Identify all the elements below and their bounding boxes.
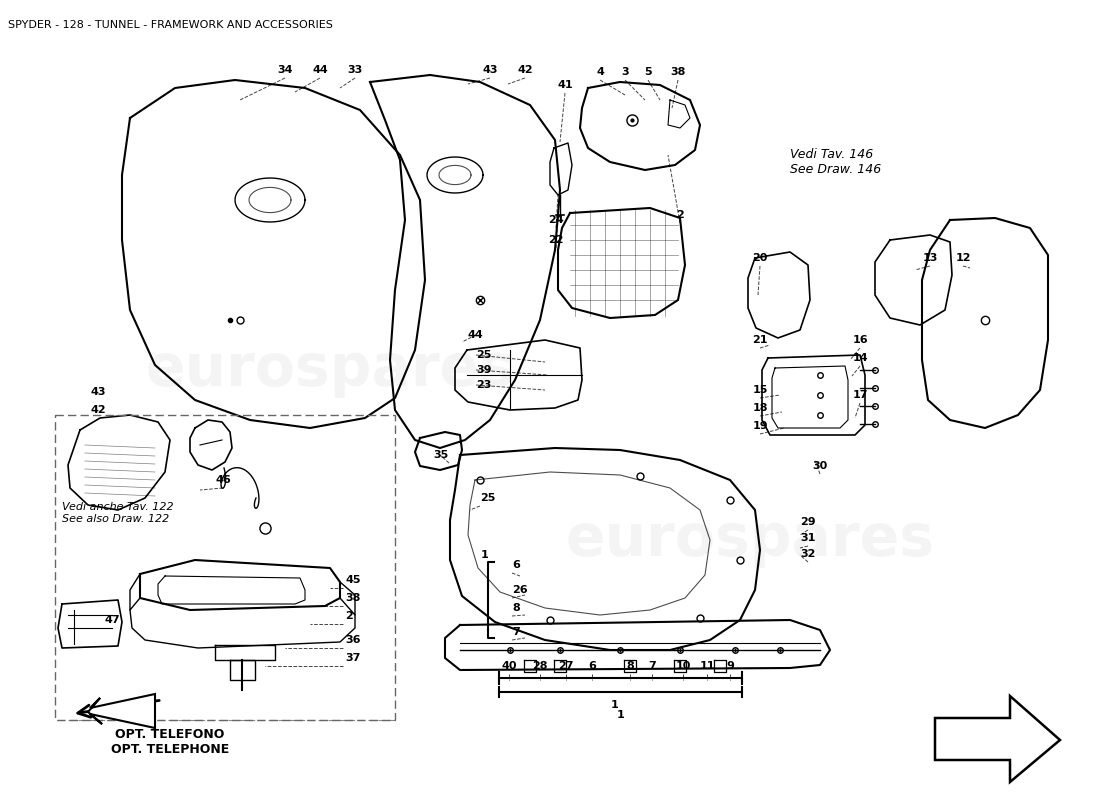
Text: 40: 40 <box>502 661 517 671</box>
Text: 32: 32 <box>801 549 816 559</box>
Text: 28: 28 <box>532 661 548 671</box>
Text: 26: 26 <box>512 585 528 595</box>
Text: 9: 9 <box>726 661 734 671</box>
Polygon shape <box>935 696 1060 782</box>
Text: eurospares: eurospares <box>565 511 935 569</box>
Text: 21: 21 <box>752 335 768 345</box>
Text: 2: 2 <box>345 611 353 621</box>
Text: 8: 8 <box>512 603 519 613</box>
Text: 8: 8 <box>626 661 634 671</box>
Text: 42: 42 <box>90 405 106 415</box>
Text: 24: 24 <box>548 215 564 225</box>
Text: 29: 29 <box>800 517 816 527</box>
Text: 34: 34 <box>277 65 293 75</box>
Text: 43: 43 <box>90 387 106 397</box>
Text: 27: 27 <box>558 661 574 671</box>
Text: 11: 11 <box>700 661 715 671</box>
Text: 5: 5 <box>645 67 652 77</box>
Text: 7: 7 <box>648 661 656 671</box>
Text: 16: 16 <box>852 335 868 345</box>
Text: 20: 20 <box>752 253 768 263</box>
Text: 23: 23 <box>476 380 492 390</box>
Text: 25: 25 <box>480 493 495 503</box>
Text: 38: 38 <box>345 593 361 603</box>
Text: 38: 38 <box>670 67 685 77</box>
Text: 10: 10 <box>675 661 691 671</box>
Text: 45: 45 <box>345 575 361 585</box>
Text: 1: 1 <box>481 550 488 560</box>
Text: 47: 47 <box>104 615 120 625</box>
Text: 6: 6 <box>588 661 596 671</box>
Text: 2: 2 <box>676 210 684 220</box>
Text: 42: 42 <box>517 65 532 75</box>
Text: 15: 15 <box>752 385 768 395</box>
Text: 43: 43 <box>482 65 497 75</box>
Text: 3: 3 <box>621 67 629 77</box>
Text: 14: 14 <box>852 353 868 363</box>
Text: 39: 39 <box>476 365 492 375</box>
Text: 17: 17 <box>852 390 868 400</box>
Text: OPT. TELEFONO
OPT. TELEPHONE: OPT. TELEFONO OPT. TELEPHONE <box>111 728 229 756</box>
Text: 1: 1 <box>617 710 625 720</box>
Text: 31: 31 <box>801 533 816 543</box>
Text: 6: 6 <box>512 560 520 570</box>
Text: 44: 44 <box>468 330 484 340</box>
Bar <box>55 415 395 720</box>
Text: 33: 33 <box>348 65 363 75</box>
Text: 25: 25 <box>476 350 492 360</box>
Text: 35: 35 <box>433 450 449 460</box>
Text: 44: 44 <box>312 65 328 75</box>
Text: 37: 37 <box>345 653 361 663</box>
Text: Vedi anche Tav. 122
See also Draw. 122: Vedi anche Tav. 122 See also Draw. 122 <box>62 502 174 524</box>
Text: Vedi Tav. 146
See Draw. 146: Vedi Tav. 146 See Draw. 146 <box>790 148 881 176</box>
Text: 4: 4 <box>596 67 604 77</box>
Text: 12: 12 <box>955 253 970 263</box>
Text: 36: 36 <box>345 635 361 645</box>
Text: 1: 1 <box>612 700 619 710</box>
Text: 22: 22 <box>548 235 563 245</box>
Text: 30: 30 <box>813 461 827 471</box>
Text: 18: 18 <box>752 403 768 413</box>
Text: 7: 7 <box>512 627 519 637</box>
Text: 41: 41 <box>558 80 573 90</box>
Text: 46: 46 <box>216 475 231 485</box>
Polygon shape <box>88 694 155 728</box>
Text: 19: 19 <box>752 421 768 431</box>
Text: 13: 13 <box>922 253 937 263</box>
Text: SPYDER - 128 - TUNNEL - FRAMEWORK AND ACCESSORIES: SPYDER - 128 - TUNNEL - FRAMEWORK AND AC… <box>8 20 333 30</box>
Text: eurospares: eurospares <box>145 342 515 398</box>
